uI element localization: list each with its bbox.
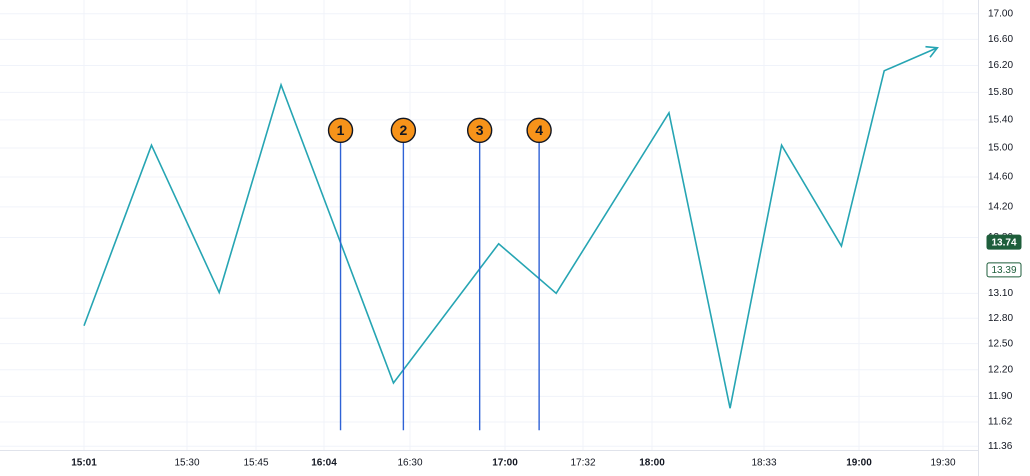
y-tick-label: 11.36 xyxy=(988,441,1013,452)
x-tick-label: 18:33 xyxy=(751,458,776,469)
marker-badge xyxy=(466,117,493,144)
marker-label: 1 xyxy=(337,122,345,138)
x-tick-label: 19:30 xyxy=(930,458,955,469)
y-tick-label: 12.80 xyxy=(988,313,1013,324)
y-tick-label: 15.80 xyxy=(988,87,1013,98)
line-series xyxy=(83,47,938,409)
arrow-head xyxy=(925,45,939,58)
y-tick-label: 14.20 xyxy=(988,201,1013,212)
price-label-box xyxy=(986,262,1022,278)
x-tick-label: 18:00 xyxy=(639,458,665,469)
x-tick-label: 16:30 xyxy=(397,458,422,469)
x-tick-label: 17:32 xyxy=(570,458,595,469)
y-tick-label: 15.00 xyxy=(988,143,1013,154)
price-label-box xyxy=(986,234,1022,250)
grid xyxy=(0,0,978,450)
y-tick-label: 12.50 xyxy=(988,338,1013,349)
x-tick-label: 15:30 xyxy=(174,458,199,469)
y-tick-label: 12.20 xyxy=(988,364,1013,375)
marker-badge xyxy=(526,117,552,144)
x-tick-label: 16:04 xyxy=(311,458,337,469)
y-tick-label: 16.20 xyxy=(988,60,1013,71)
price-label: 13.39 xyxy=(991,265,1016,276)
y-tick-label: 16.60 xyxy=(988,34,1013,45)
y-tick-label: 17.00 xyxy=(988,8,1013,19)
y-tick-label: 11.90 xyxy=(988,391,1013,402)
x-tick-label: 17:00 xyxy=(492,458,518,469)
marker-label: 4 xyxy=(535,122,543,138)
x-tick-label: 15:45 xyxy=(243,458,268,469)
y-tick-label: 14.60 xyxy=(988,172,1013,183)
axes: 17.00 16.60 16.20 15.80 15.40 15.00 14.60 14.20… xyxy=(71,8,1022,469)
y-tick-label: 15.40 xyxy=(988,114,1013,125)
x-tick-label: 15:01 xyxy=(71,458,97,469)
marker-label: 2 xyxy=(399,122,407,138)
x-tick-label: 19:00 xyxy=(846,458,872,469)
marker-label: 3 xyxy=(476,122,484,138)
price-label: 13.74 xyxy=(991,237,1016,248)
marker-badge xyxy=(390,117,417,144)
y-tick-label: 13.10 xyxy=(988,288,1013,299)
marker-badge xyxy=(327,117,354,144)
y-tick-label: 11.62 xyxy=(988,417,1013,428)
plot: 1 2 3 4 xyxy=(83,45,939,431)
